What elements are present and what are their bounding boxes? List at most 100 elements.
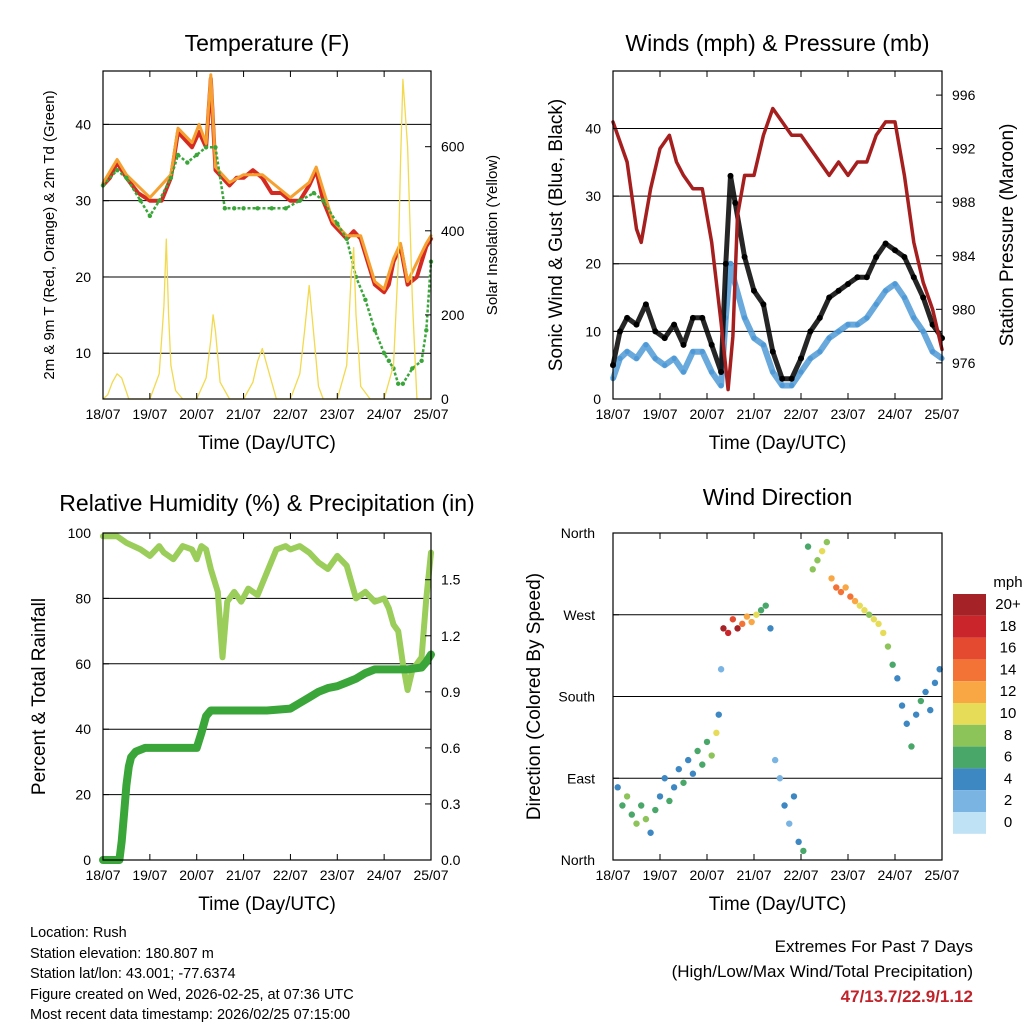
chart2-y2label: Station Pressure (Maroon) xyxy=(997,124,1018,347)
chart3-y2tick-label: 0.6 xyxy=(441,740,461,756)
chart3-y2tick-label: 1.2 xyxy=(441,628,461,644)
chart1-y2tick-label: 0 xyxy=(441,391,449,407)
chart4-direction-point xyxy=(880,629,887,637)
chart3-ytick-label: 0 xyxy=(83,852,91,868)
chart-2 xyxy=(610,70,945,400)
chart3-xtick-label: 19/07 xyxy=(132,867,167,883)
elevation-text: Station elevation: 180.807 m xyxy=(30,945,214,962)
chart-3 xyxy=(99,532,435,864)
chart4-direction-point xyxy=(912,711,920,718)
chart4-title: Wind Direction xyxy=(703,484,853,510)
chart1-xtick-label: 24/07 xyxy=(367,406,402,422)
chart2-ytick-label: 40 xyxy=(585,120,601,136)
chart4-direction-point xyxy=(642,815,650,823)
chart4-direction-point xyxy=(804,543,812,550)
chart4-direction-point xyxy=(628,811,635,818)
chart4-direction-point xyxy=(666,797,673,805)
chart4-direction-point xyxy=(936,666,943,673)
chart2-y2tick-label: 996 xyxy=(952,87,976,103)
chart4-xlabel: Time (Day/UTC) xyxy=(709,894,847,915)
colorbar-swatch xyxy=(953,812,986,834)
chart4-direction-point xyxy=(729,616,737,623)
chart2-ytick-label: 30 xyxy=(585,188,601,204)
colorbar-swatch xyxy=(953,790,986,812)
chart4-direction-point xyxy=(680,779,687,786)
colorbar-title: mph xyxy=(993,574,1022,591)
chart1-y2tick-label: 600 xyxy=(441,139,465,155)
chart4-direction-point xyxy=(633,820,640,827)
chart3-total-precipitation-line xyxy=(99,650,435,864)
colorbar-label: 4 xyxy=(1004,770,1012,787)
colorbar-label: 0 xyxy=(1004,814,1012,831)
chart4-direction-point xyxy=(837,588,845,596)
chart4-ytick-label: North xyxy=(561,852,595,868)
chart1-9m-t-line xyxy=(101,73,433,291)
colorbar-swatch xyxy=(953,724,986,747)
chart4-direction-point xyxy=(894,675,901,682)
chart-4 xyxy=(612,532,986,861)
chart4-direction-point xyxy=(856,602,863,609)
chart3-xtick-label: 22/07 xyxy=(273,867,308,883)
chart1-y2tick-label: 200 xyxy=(441,307,465,323)
chart3-y2tick-label: 0.9 xyxy=(441,684,461,700)
chart1-y2label: Solar Insolation (Yellow) xyxy=(484,155,501,315)
chart3-xtick-label: 24/07 xyxy=(367,867,402,883)
chart4-direction-point xyxy=(786,820,793,827)
chart4-ytick-label: West xyxy=(563,607,595,623)
chart4-direction-point xyxy=(767,625,774,632)
chart2-xtick-label: 23/07 xyxy=(830,406,865,422)
chart2-xtick-label: 24/07 xyxy=(877,406,912,422)
chart4-direction-point xyxy=(743,613,751,620)
chart2-ytick-label: 10 xyxy=(585,323,601,339)
chart2-station-pressure-line xyxy=(611,106,944,392)
chart3-y2tick-label: 0.3 xyxy=(441,796,461,812)
extremes-title: Extremes For Past 7 Days xyxy=(774,937,973,956)
colorbar-label: 2 xyxy=(1004,792,1012,809)
chart2-y2tick-label: 988 xyxy=(952,194,976,210)
extremes-values: 47/13.7/22.9/1.12 xyxy=(840,987,973,1006)
colorbar-label: 20+ xyxy=(995,596,1021,613)
chart4-ytick-label: East xyxy=(567,770,595,786)
chart1-ylabel: 2m & 9m T (Red, Orange) & 2m Td (Green) xyxy=(41,90,58,379)
colorbar-swatch xyxy=(953,659,986,682)
chart2-xlabel: Time (Day/UTC) xyxy=(709,433,847,454)
chart4-direction-point xyxy=(699,761,706,768)
chart3-frame xyxy=(102,532,432,861)
chart4-ylabel: Direction (Colored By Speed) xyxy=(524,573,545,820)
chart3-title: Relative Humidity (%) & Precipitation (i… xyxy=(59,490,474,516)
chart4-direction-point xyxy=(814,557,821,564)
chart3-xtick-label: 25/07 xyxy=(413,867,448,883)
chart4-direction-point xyxy=(652,806,659,814)
chart1-xtick-label: 21/07 xyxy=(226,406,261,422)
chart4-xtick-label: 23/07 xyxy=(830,867,865,883)
colorbar-label: 8 xyxy=(1004,727,1012,744)
chart3-ytick-label: 20 xyxy=(75,787,91,803)
chart4-direction-point xyxy=(717,666,725,673)
chart4-direction-point xyxy=(670,784,678,791)
chart4-xtick-label: 25/07 xyxy=(924,867,959,883)
chart3-xtick-label: 23/07 xyxy=(320,867,355,883)
chart4-xtick-label: 22/07 xyxy=(783,867,818,883)
chart4-direction-point xyxy=(694,747,701,755)
colorbar-swatch xyxy=(953,746,986,769)
chart4-xtick-label: 24/07 xyxy=(877,867,912,883)
chart4-direction-point xyxy=(689,770,697,777)
chart1-ytick-label: 30 xyxy=(75,193,91,209)
chart1-xlabel: Time (Day/UTC) xyxy=(198,433,336,454)
chart2-ytick-label: 20 xyxy=(585,256,601,272)
chart2-xtick-label: 21/07 xyxy=(736,406,771,422)
chart4-direction-point xyxy=(661,775,668,782)
chart3-relative-humidity-line xyxy=(100,533,434,693)
chart2-y2tick-label: 980 xyxy=(952,301,976,317)
chart4-direction-point xyxy=(703,738,711,746)
chart3-xlabel: Time (Day/UTC) xyxy=(198,894,336,915)
chart4-direction-point xyxy=(619,802,626,809)
chart2-xtick-label: 22/07 xyxy=(783,406,818,422)
chart4-direction-point xyxy=(884,643,892,650)
chart4-ytick-label: South xyxy=(558,689,595,705)
chart4-direction-point xyxy=(898,702,906,709)
chart4-direction-point xyxy=(842,584,849,591)
chart4-xtick-label: 21/07 xyxy=(736,867,771,883)
chart4-direction-point xyxy=(870,616,878,623)
